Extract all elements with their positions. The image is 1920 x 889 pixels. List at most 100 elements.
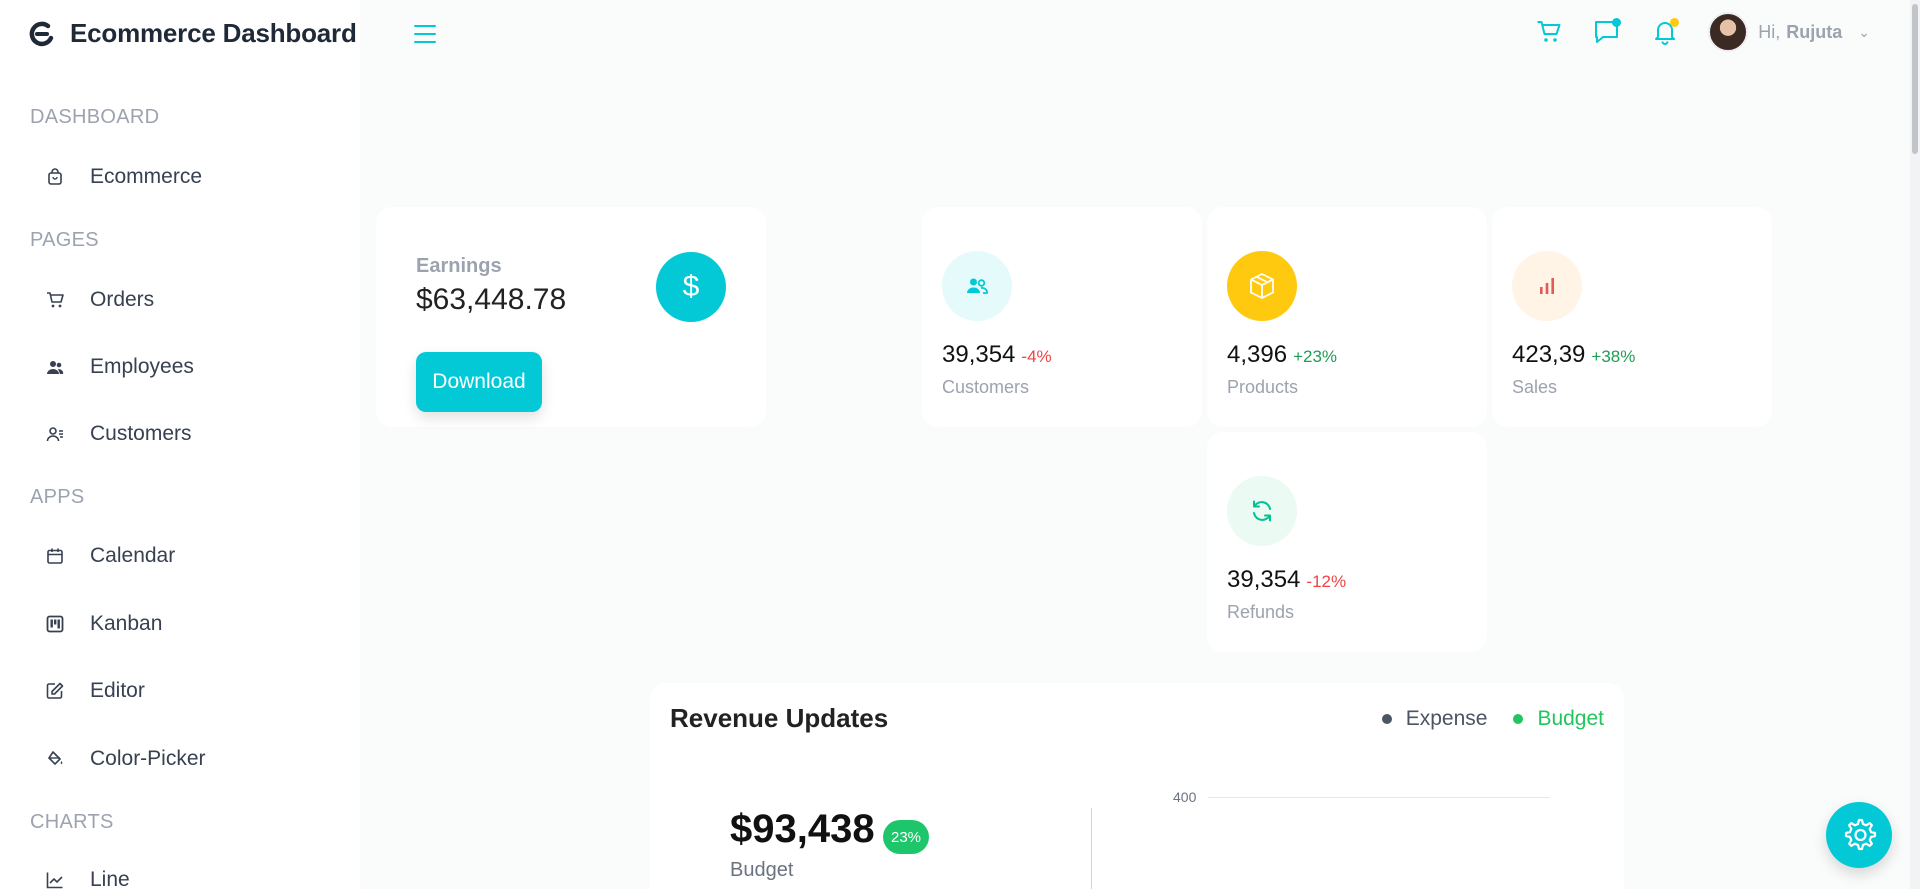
budget-label: Budget (730, 859, 794, 881)
sidebar-item-color-picker[interactable]: Color-Picker (30, 739, 206, 779)
legend-label: Budget (1537, 707, 1604, 730)
sidebar-item-label: Editor (90, 679, 145, 702)
editor-icon (45, 681, 65, 701)
page-scrollbar[interactable] (1910, 0, 1920, 889)
stat-value: 4,396 (1227, 341, 1288, 368)
sidebar-item-label: Employees (90, 355, 194, 378)
cart-icon (45, 290, 65, 310)
sidebar-item-label: Line (90, 868, 130, 889)
sidebar-item-label: Kanban (90, 612, 163, 635)
customers-icon (967, 278, 988, 294)
stat-value: 39,354 (1227, 566, 1301, 593)
sidebar-item-calendar[interactable]: Calendar (30, 536, 175, 576)
sidebar-item-label: Color-Picker (90, 747, 206, 770)
stat-amount: 4,396 +23% (1227, 341, 1337, 369)
y-axis-tick-label: 400 (1173, 789, 1197, 805)
user-name: Rujuta (1786, 21, 1843, 42)
chevron-down-icon: ⌄ (1858, 23, 1870, 40)
color-picker-icon (45, 749, 65, 769)
stat-percent: -4% (1021, 347, 1052, 366)
greeting-text: Hi, (1758, 21, 1781, 42)
legend-label: Expense (1405, 707, 1488, 730)
shopping-bag-icon (45, 167, 65, 187)
stat-name: Customers (942, 377, 1030, 397)
sidebar-item-label: Customers (90, 422, 192, 445)
header-actions: Hi, Rujuta ⌄ (1534, 12, 1870, 52)
customers-icon (45, 424, 65, 444)
bell-icon (1655, 22, 1676, 45)
cart-icon (1537, 21, 1561, 42)
stat-percent: -12% (1306, 572, 1347, 591)
refunds-icon-button[interactable] (1227, 476, 1297, 546)
hamburger-line (414, 41, 436, 43)
sidebar-item-customers[interactable]: Customers (30, 414, 192, 454)
products-stat-card: 4,396 +23% Products (1207, 207, 1487, 427)
menu-toggle-button[interactable] (414, 20, 442, 48)
scrollbar-thumb[interactable] (1912, 4, 1918, 154)
earnings-card: Earnings $63,448.78 $ Download (376, 207, 766, 427)
stat-amount: 423,39 +38% (1512, 341, 1635, 369)
stat-name: Sales (1512, 377, 1558, 397)
sidebar-item-ecommerce[interactable]: Ecommerce (30, 157, 202, 197)
stat-value: 423,39 (1512, 341, 1586, 368)
user-profile-menu[interactable]: Hi, Rujuta ⌄ (1708, 12, 1870, 52)
stat-amount: 39,354 -12% (1227, 566, 1346, 594)
budget-percent-badge: 23% (883, 820, 929, 854)
stat-value: 39,354 (942, 341, 1016, 368)
customers-icon-button[interactable] (942, 251, 1012, 321)
sidebar-item-editor[interactable]: Editor (30, 671, 145, 711)
cart-button[interactable] (1534, 17, 1564, 47)
avatar (1708, 12, 1749, 52)
sidebar-item-employees[interactable]: Employees (30, 347, 194, 387)
sidebar-item-label: Ecommerce (90, 165, 203, 188)
chat-button[interactable] (1592, 17, 1622, 47)
gear-icon (1844, 818, 1877, 851)
sales-icon-button[interactable] (1512, 251, 1582, 321)
earnings-value: $63,448.78 (416, 283, 567, 316)
box-icon (1250, 273, 1274, 299)
revenue-updates-card: Revenue Updates Expense Budget $93,438 2… (650, 683, 1624, 889)
refresh-icon (1253, 500, 1271, 522)
section-title-apps: APPS (30, 486, 85, 508)
sidebar-item-label: Calendar (90, 544, 176, 567)
stat-percent: +38% (1591, 347, 1636, 366)
stat-name: Products (1227, 377, 1299, 397)
legend-item-expense: Expense (1381, 707, 1488, 731)
bar-chart-icon (1540, 278, 1554, 294)
sidebar-item-orders[interactable]: Orders (30, 280, 154, 320)
calendar-icon (45, 546, 65, 566)
sidebar: Ecommerce Dashboard DASHBOARD Ecommerce … (0, 0, 360, 889)
currency-symbol: $ (682, 270, 700, 303)
sales-stat-card: 423,39 +38% Sales (1492, 207, 1772, 427)
chart-legend: Expense Budget (1381, 707, 1604, 731)
gridline (1208, 797, 1550, 798)
section-title-pages: PAGES (30, 229, 99, 251)
chat-indicator-dot (1612, 18, 1622, 27)
refunds-stat-card: 39,354 -12% Refunds (1207, 432, 1487, 652)
sidebar-item-kanban[interactable]: Kanban (30, 604, 162, 644)
hamburger-line (414, 25, 436, 27)
legend-bullet (1513, 714, 1524, 724)
sidebar-item-label: Orders (90, 288, 155, 311)
budget-value: $93,438 (730, 807, 875, 851)
products-icon-button[interactable] (1227, 251, 1297, 321)
stat-amount: 39,354 -4% (942, 341, 1052, 369)
legend-item-budget: Budget (1513, 707, 1604, 731)
stat-percent: +23% (1293, 347, 1338, 366)
legend-bullet (1381, 714, 1392, 724)
dollar-icon: $ (656, 252, 726, 322)
revenue-title: Revenue Updates (670, 703, 889, 733)
sidebar-item-line[interactable]: Line (30, 860, 130, 889)
employees-icon (45, 357, 65, 377)
stat-name: Refunds (1227, 602, 1295, 622)
app-title: Ecommerce Dashboard (70, 18, 357, 48)
customers-stat-card: 39,354 -4% Customers (922, 207, 1202, 427)
notification-indicator-dot (1670, 18, 1680, 27)
kanban-icon (45, 614, 65, 634)
earnings-label: Earnings (416, 255, 502, 277)
brand[interactable]: Ecommerce Dashboard (28, 18, 357, 49)
hamburger-line (414, 33, 436, 35)
settings-button[interactable] (1826, 802, 1892, 868)
notification-button[interactable] (1650, 17, 1680, 47)
download-button[interactable]: Download (416, 352, 542, 412)
